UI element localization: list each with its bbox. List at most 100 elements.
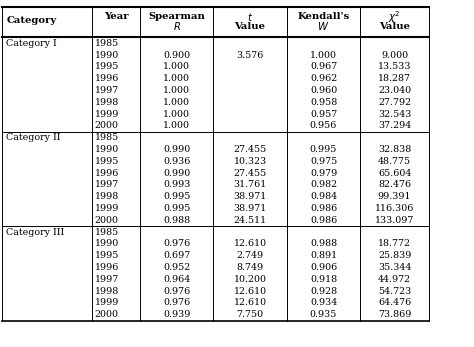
Text: Category III: Category III [6,228,64,237]
Text: 44.972: 44.972 [378,275,411,284]
Text: 2000: 2000 [95,121,119,130]
Text: 0.995: 0.995 [163,204,190,213]
Text: 0.958: 0.958 [310,98,337,107]
Text: 18.287: 18.287 [378,74,411,83]
Text: 13.533: 13.533 [378,62,411,71]
Text: 9.000: 9.000 [381,51,408,60]
Text: 65.604: 65.604 [378,169,411,178]
Text: 1996: 1996 [95,263,119,272]
Text: Category II: Category II [6,133,61,142]
Text: 1985: 1985 [95,228,119,237]
Text: 32.838: 32.838 [378,145,411,154]
Text: Category: Category [6,16,56,25]
Text: 1.000: 1.000 [163,98,190,107]
Text: 0.935: 0.935 [310,310,337,319]
Text: 0.957: 0.957 [310,110,337,119]
Text: Year: Year [104,12,128,21]
Text: 0.928: 0.928 [310,287,337,296]
Text: 0.918: 0.918 [310,275,337,284]
Text: 12.610: 12.610 [234,239,266,248]
Text: 1990: 1990 [95,239,119,248]
Text: 1.000: 1.000 [163,74,190,83]
Text: 0.976: 0.976 [163,287,190,296]
Text: 1996: 1996 [95,169,119,178]
Text: 1985: 1985 [95,39,119,48]
Text: 10.323: 10.323 [233,157,267,166]
Text: 0.952: 0.952 [163,263,190,272]
Text: 82.476: 82.476 [378,180,411,189]
Text: $\chi^2$: $\chi^2$ [388,9,401,25]
Text: 0.995: 0.995 [163,192,190,201]
Text: 1997: 1997 [95,180,119,189]
Text: 1997: 1997 [95,275,119,284]
Text: 116.306: 116.306 [375,204,414,213]
Text: 73.869: 73.869 [378,310,411,319]
Text: 24.511: 24.511 [234,216,266,225]
Text: 1998: 1998 [95,98,119,107]
Text: 1998: 1998 [95,287,119,296]
Text: 27.455: 27.455 [233,145,267,154]
Text: 0.975: 0.975 [310,157,337,166]
Text: 2000: 2000 [95,310,119,319]
Text: 54.723: 54.723 [378,287,411,296]
Text: 27.455: 27.455 [233,169,267,178]
Text: 3.576: 3.576 [237,51,264,60]
Text: 1985: 1985 [95,133,119,142]
Text: 0.993: 0.993 [163,180,190,189]
Text: 2000: 2000 [95,216,119,225]
Text: 1990: 1990 [95,145,119,154]
Text: 23.040: 23.040 [378,86,411,95]
Text: 0.697: 0.697 [163,251,190,260]
Text: 18.772: 18.772 [378,239,411,248]
Text: 0.995: 0.995 [310,145,337,154]
Text: 7.750: 7.750 [237,310,264,319]
Text: 0.986: 0.986 [310,204,337,213]
Text: 1995: 1995 [95,62,119,71]
Text: 1.000: 1.000 [163,121,190,130]
Text: Category I: Category I [6,39,57,48]
Text: 0.939: 0.939 [163,310,190,319]
Text: Value: Value [235,22,265,31]
Text: 0.960: 0.960 [310,86,337,95]
Text: 1.000: 1.000 [163,62,190,71]
Text: 133.097: 133.097 [375,216,414,225]
Text: 2.749: 2.749 [237,251,264,260]
Text: 12.610: 12.610 [234,287,266,296]
Text: 0.988: 0.988 [310,239,337,248]
Text: 1.000: 1.000 [310,51,337,60]
Text: 0.936: 0.936 [163,157,190,166]
Text: 48.775: 48.775 [378,157,411,166]
Text: 0.990: 0.990 [163,145,190,154]
Text: $t$: $t$ [247,11,253,23]
Text: 35.344: 35.344 [378,263,411,272]
Text: 38.971: 38.971 [233,192,267,201]
Text: 99.391: 99.391 [378,192,411,201]
Text: Spearman: Spearman [148,12,205,21]
Text: 0.988: 0.988 [163,216,190,225]
Text: 1.000: 1.000 [163,86,190,95]
Text: 0.982: 0.982 [310,180,337,189]
Text: 0.906: 0.906 [310,263,337,272]
Text: 1997: 1997 [95,86,119,95]
Text: 0.979: 0.979 [310,169,337,178]
Text: 10.200: 10.200 [234,275,266,284]
Text: 0.976: 0.976 [163,239,190,248]
Text: 1.000: 1.000 [163,110,190,119]
Text: 0.976: 0.976 [163,298,190,307]
Text: 0.900: 0.900 [163,51,190,60]
Text: 12.610: 12.610 [234,298,266,307]
Text: 1999: 1999 [95,110,119,119]
Text: 1999: 1999 [95,204,119,213]
Text: 1998: 1998 [95,192,119,201]
Text: 0.934: 0.934 [310,298,337,307]
Text: 25.839: 25.839 [378,251,411,260]
Text: 1995: 1995 [95,157,119,166]
Text: 0.891: 0.891 [310,251,337,260]
Text: 0.964: 0.964 [163,275,190,284]
Text: 1990: 1990 [95,51,119,60]
Text: Kendall's: Kendall's [297,12,350,21]
Text: 0.962: 0.962 [310,74,337,83]
Text: 38.971: 38.971 [233,204,267,213]
Text: $R$: $R$ [173,20,181,32]
Text: 0.967: 0.967 [310,62,337,71]
